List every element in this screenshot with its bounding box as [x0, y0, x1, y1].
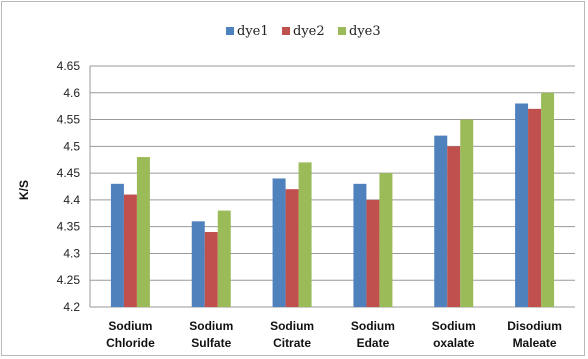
category-label: Sodium	[189, 319, 233, 333]
bar-dye1-3	[272, 178, 286, 307]
category-labels: Sodium Chloride Sodium Sulfate Sodium Citrate…	[106, 319, 562, 350]
bar-dye2-4	[366, 199, 380, 307]
bar-dye3-2	[217, 210, 231, 307]
legend-swatch-dye3	[338, 27, 346, 35]
bar-dye2-6	[528, 108, 542, 307]
legend-label-dye3: dye3	[349, 24, 381, 39]
legend-label-dye2: dye2	[293, 24, 325, 39]
category-label: Sodium	[351, 319, 395, 333]
bar-dye1-4	[353, 183, 367, 307]
bar-dye3-3	[298, 162, 312, 307]
bar-dye3-4	[379, 173, 393, 307]
y-tick-labels: 4.2 4.25 4.3 4.35 4.4 4.45 4.5 4.55 4.6 4.65	[57, 59, 81, 314]
bar-dye3-5	[460, 119, 474, 307]
y-axis-title: K/S	[17, 180, 31, 200]
bars	[110, 92, 555, 308]
y-tick-label: 4.45	[57, 166, 81, 180]
bar-dye2-3	[285, 189, 299, 307]
category-label: Sodium	[270, 319, 314, 333]
category-label: Chloride	[106, 336, 155, 350]
legend-label-dye1: dye1	[237, 24, 269, 39]
category-label: Sulfate	[191, 336, 231, 350]
category-label: Maleate	[513, 336, 557, 350]
bar-dye1-2	[191, 221, 205, 307]
bar-dye2-2	[204, 232, 218, 307]
y-tick-label: 4.2	[63, 300, 80, 314]
bar-dye3-6	[541, 92, 555, 308]
y-tick-label: 4.6	[63, 86, 80, 100]
y-tick-label: 4.65	[57, 59, 81, 73]
bar-dye3-1	[136, 157, 150, 307]
category-label: Sodium	[108, 319, 152, 333]
bar-dye1-1	[110, 183, 124, 307]
bar-dye1-5	[434, 135, 448, 307]
y-tick-label: 4.55	[57, 113, 81, 127]
y-tick-label: 4.4	[63, 193, 80, 207]
bar-dye1-6	[515, 103, 529, 307]
legend: dye1 dye2 dye3	[226, 24, 381, 39]
bar-dye2-5	[447, 146, 461, 307]
y-tick-label: 4.3	[63, 246, 80, 260]
category-label: Sodium	[432, 319, 476, 333]
legend-swatch-dye2	[282, 27, 290, 35]
category-label: Edate	[357, 336, 390, 350]
y-tick-label: 4.25	[57, 273, 81, 287]
bar-dye2-1	[123, 194, 137, 307]
legend-swatch-dye1	[226, 27, 234, 35]
gridlines	[89, 65, 575, 308]
y-tick-label: 4.5	[63, 139, 80, 153]
category-label: oxalate	[433, 336, 475, 350]
category-label: Disodium	[507, 319, 562, 333]
y-tick-label: 4.35	[57, 220, 81, 234]
category-label: Citrate	[273, 336, 311, 350]
